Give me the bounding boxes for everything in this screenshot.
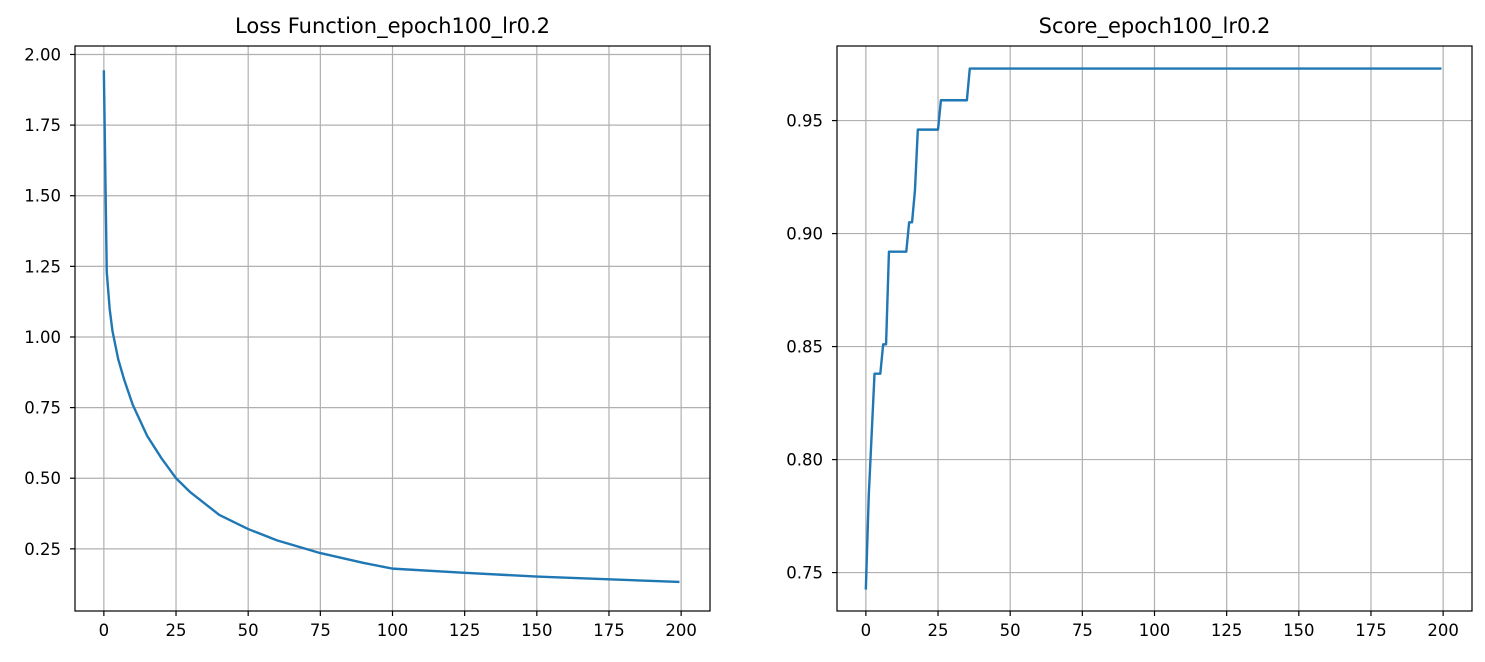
loss-axes: 0 25 50 75 100 125 150 175 200 0.25 0.50 0.75 1.00 1.… — [24, 45, 697, 640]
loss-y-tick-label: 0.75 — [24, 399, 61, 418]
score-axes: 0 25 50 75 100 125 150 175 200 0.75 0.80 0.85 0.90 0.… — [786, 112, 1459, 640]
loss-x-tick-label: 200 — [665, 621, 697, 640]
loss-x-tick-label: 25 — [166, 621, 187, 640]
score-x-tick-label: 50 — [1000, 621, 1021, 640]
loss-chart: Loss Function_epoch100_lr0.2 0 25 50 75 100 1… — [24, 14, 711, 640]
loss-y-tick-label: 0.50 — [24, 469, 61, 488]
loss-x-tick-label: 150 — [521, 621, 553, 640]
loss-x-tick-label: 175 — [593, 621, 625, 640]
score-y-tick-label: 0.80 — [786, 451, 823, 470]
score-chart-title: Score_epoch100_lr0.2 — [1039, 14, 1271, 39]
loss-y-tick-label: 2.00 — [24, 45, 61, 64]
loss-series — [102, 70, 680, 584]
score-chart: Score_epoch100_lr0.2 0 25 50 75 100 125 150 175… — [786, 14, 1473, 640]
loss-chart-title: Loss Function_epoch100_lr0.2 — [235, 14, 550, 39]
loss-y-tick-label: 1.75 — [24, 116, 61, 135]
score-y-tick-label: 0.95 — [786, 112, 823, 131]
loss-grid — [75, 46, 710, 611]
score-x-tick-label: 200 — [1427, 621, 1459, 640]
score-y-tick-label: 0.75 — [786, 564, 823, 583]
score-x-tick-label: 75 — [1072, 621, 1093, 640]
loss-plot-frame — [74, 45, 711, 612]
loss-y-tick-label: 1.00 — [24, 328, 61, 347]
score-y-tick-label: 0.90 — [786, 225, 823, 244]
loss-series-line — [102, 70, 680, 584]
score-x-tick-label: 175 — [1355, 621, 1387, 640]
score-y-tick-label: 0.85 — [786, 338, 823, 357]
score-x-tick-label: 0 — [861, 621, 872, 640]
loss-y-tick-label: 1.50 — [24, 187, 61, 206]
loss-x-tick-label: 50 — [238, 621, 259, 640]
loss-x-tick-label: 0 — [99, 621, 110, 640]
loss-x-tick-label: 125 — [449, 621, 481, 640]
score-x-tick-label: 25 — [928, 621, 949, 640]
score-series-line — [864, 67, 1442, 590]
score-x-tick-label: 100 — [1139, 621, 1171, 640]
score-x-tick-label: 125 — [1211, 621, 1243, 640]
loss-y-tick-label: 0.25 — [24, 540, 61, 559]
loss-x-tick-label: 100 — [377, 621, 409, 640]
score-plot-frame — [836, 45, 1473, 612]
loss-x-tick-label: 75 — [310, 621, 331, 640]
loss-y-tick-label: 1.25 — [24, 257, 61, 276]
score-x-tick-label: 150 — [1283, 621, 1315, 640]
score-series — [864, 67, 1442, 590]
score-grid — [837, 46, 1472, 611]
